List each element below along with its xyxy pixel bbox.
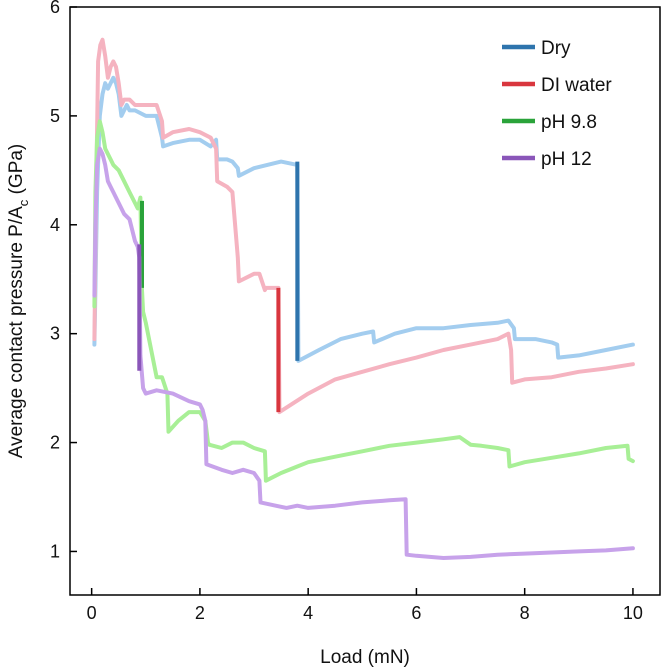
- plot-lines: [92, 37, 635, 560]
- legend-label-di-water: DI water: [541, 75, 612, 96]
- y-tick-label: 3: [50, 324, 60, 344]
- series-line-di-water: [92, 37, 635, 415]
- plot-frame: [69, 6, 661, 596]
- x-tick-label: 6: [411, 603, 421, 623]
- x-axis-title: Load (mN): [320, 647, 410, 668]
- y-tick-label: 2: [50, 433, 60, 453]
- x-tick-label: 0: [87, 603, 97, 623]
- y-axis-title: Average contact pressure P/Ac (GPa): [6, 144, 31, 459]
- series-line-ph-9-8: [92, 119, 635, 483]
- x-tick-label: 2: [195, 603, 205, 623]
- y-axis-title-main: Average contact pressure P/A: [6, 206, 27, 458]
- x-tick-label: 8: [520, 603, 530, 623]
- legend-label-ph-9-8: pH 9.8: [541, 112, 597, 133]
- y-tick-label: 4: [50, 215, 60, 235]
- y-axis: 1 2 3 4 5 6: [50, 0, 77, 561]
- legend-label-ph-12: pH 12: [541, 149, 592, 170]
- series-line-ph-12: [92, 146, 635, 560]
- y-tick-label: 6: [50, 0, 60, 17]
- y-axis-title-unit: (GPa): [6, 144, 27, 200]
- x-tick-label: 4: [303, 603, 313, 623]
- x-tick-label: 10: [623, 603, 643, 623]
- series-line-dry: [92, 75, 635, 363]
- y-axis-title-subscript: c: [16, 199, 31, 206]
- y-tick-label: 5: [50, 106, 60, 126]
- legend: Dry DI water pH 9.8 pH 12: [502, 38, 612, 170]
- legend-label-dry: Dry: [541, 38, 571, 59]
- x-axis: 0 2 4 6 8 10: [87, 588, 643, 623]
- y-tick-label: 1: [50, 541, 60, 561]
